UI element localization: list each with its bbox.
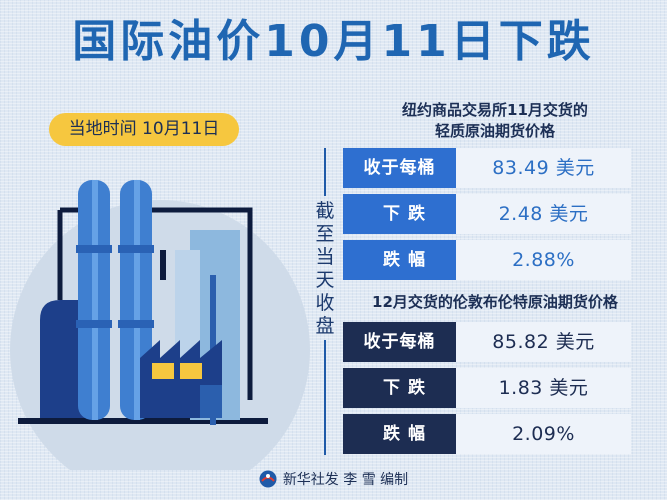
- date-badge: 当地时间 10月11日: [49, 113, 239, 146]
- row-label: 收于每桶: [343, 322, 456, 362]
- row-label: 下 跌: [343, 194, 456, 234]
- caption-line-bottom: [324, 340, 326, 455]
- row-value: 83.49 美元: [456, 148, 631, 188]
- footer-credit: 新华社发 李 雪 编制: [282, 472, 409, 488]
- row-value: 85.82 美元: [456, 322, 631, 362]
- row-value: 2.88%: [456, 240, 631, 280]
- window: [180, 363, 202, 379]
- row-label: 收于每桶: [343, 148, 456, 188]
- row-value: 2.48 美元: [456, 194, 631, 234]
- caption-line-top: [324, 148, 326, 196]
- xinhua-logo-icon: [259, 470, 277, 488]
- row-label: 跌 幅: [343, 240, 456, 280]
- row-label: 跌 幅: [343, 414, 456, 454]
- row-value: 1.83 美元: [456, 368, 631, 408]
- side-caption: 截至当天收盘: [315, 200, 335, 337]
- footer: 新华社发 李 雪 编制: [0, 468, 667, 492]
- section2-row-drop: 下 跌 1.83 美元: [343, 368, 631, 408]
- refinery-illustration: [10, 180, 310, 470]
- row-value: 2.09%: [456, 414, 631, 454]
- section1-row-percent: 跌 幅 2.88%: [343, 240, 631, 280]
- section2-row-close: 收于每桶 85.82 美元: [343, 322, 631, 362]
- section1-row-drop: 下 跌 2.48 美元: [343, 194, 631, 234]
- section2-row-percent: 跌 幅 2.09%: [343, 414, 631, 454]
- section1-row-close: 收于每桶 83.49 美元: [343, 148, 631, 188]
- page-title: 国际油价10月11日下跌: [72, 16, 595, 67]
- section2-title: 12月交货的伦敦布伦特原油期货价格: [372, 293, 618, 311]
- row-label: 下 跌: [343, 368, 456, 408]
- section1-title-line1: 纽约商品交易所11月交货的: [402, 101, 588, 119]
- window: [152, 363, 174, 379]
- section1-title: 纽约商品交易所11月交货的 轻质原油期货价格: [340, 100, 650, 142]
- section1-title-line2: 轻质原油期货价格: [434, 122, 555, 140]
- ground-line: [18, 418, 268, 424]
